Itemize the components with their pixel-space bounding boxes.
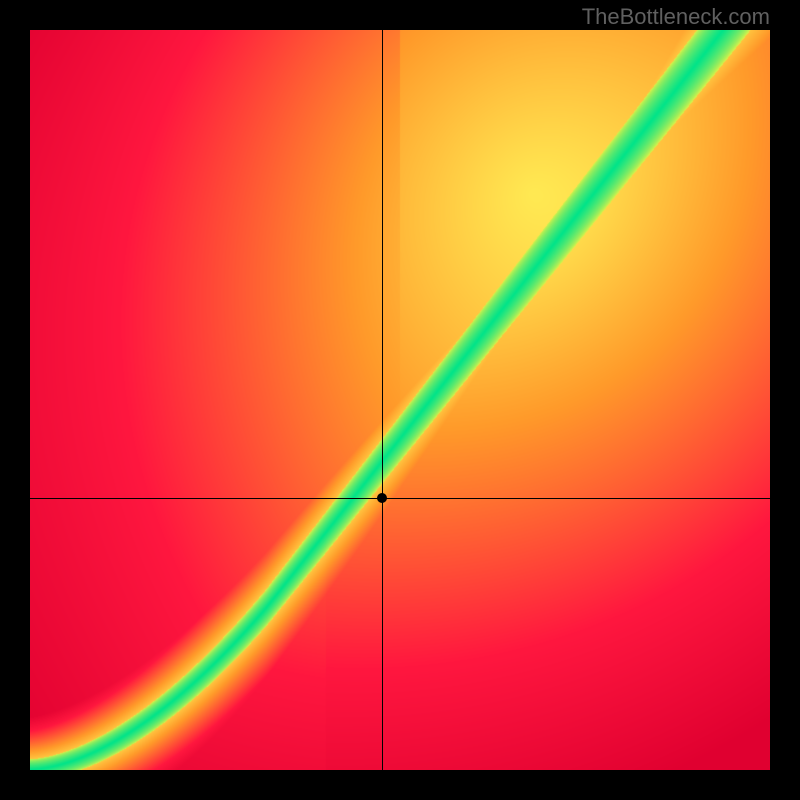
crosshair-vertical	[382, 30, 383, 770]
watermark-text: TheBottleneck.com	[582, 4, 770, 30]
crosshair-horizontal	[30, 498, 770, 499]
heatmap-canvas	[30, 30, 770, 770]
heatmap-container	[30, 30, 770, 770]
crosshair-marker-dot	[377, 493, 387, 503]
